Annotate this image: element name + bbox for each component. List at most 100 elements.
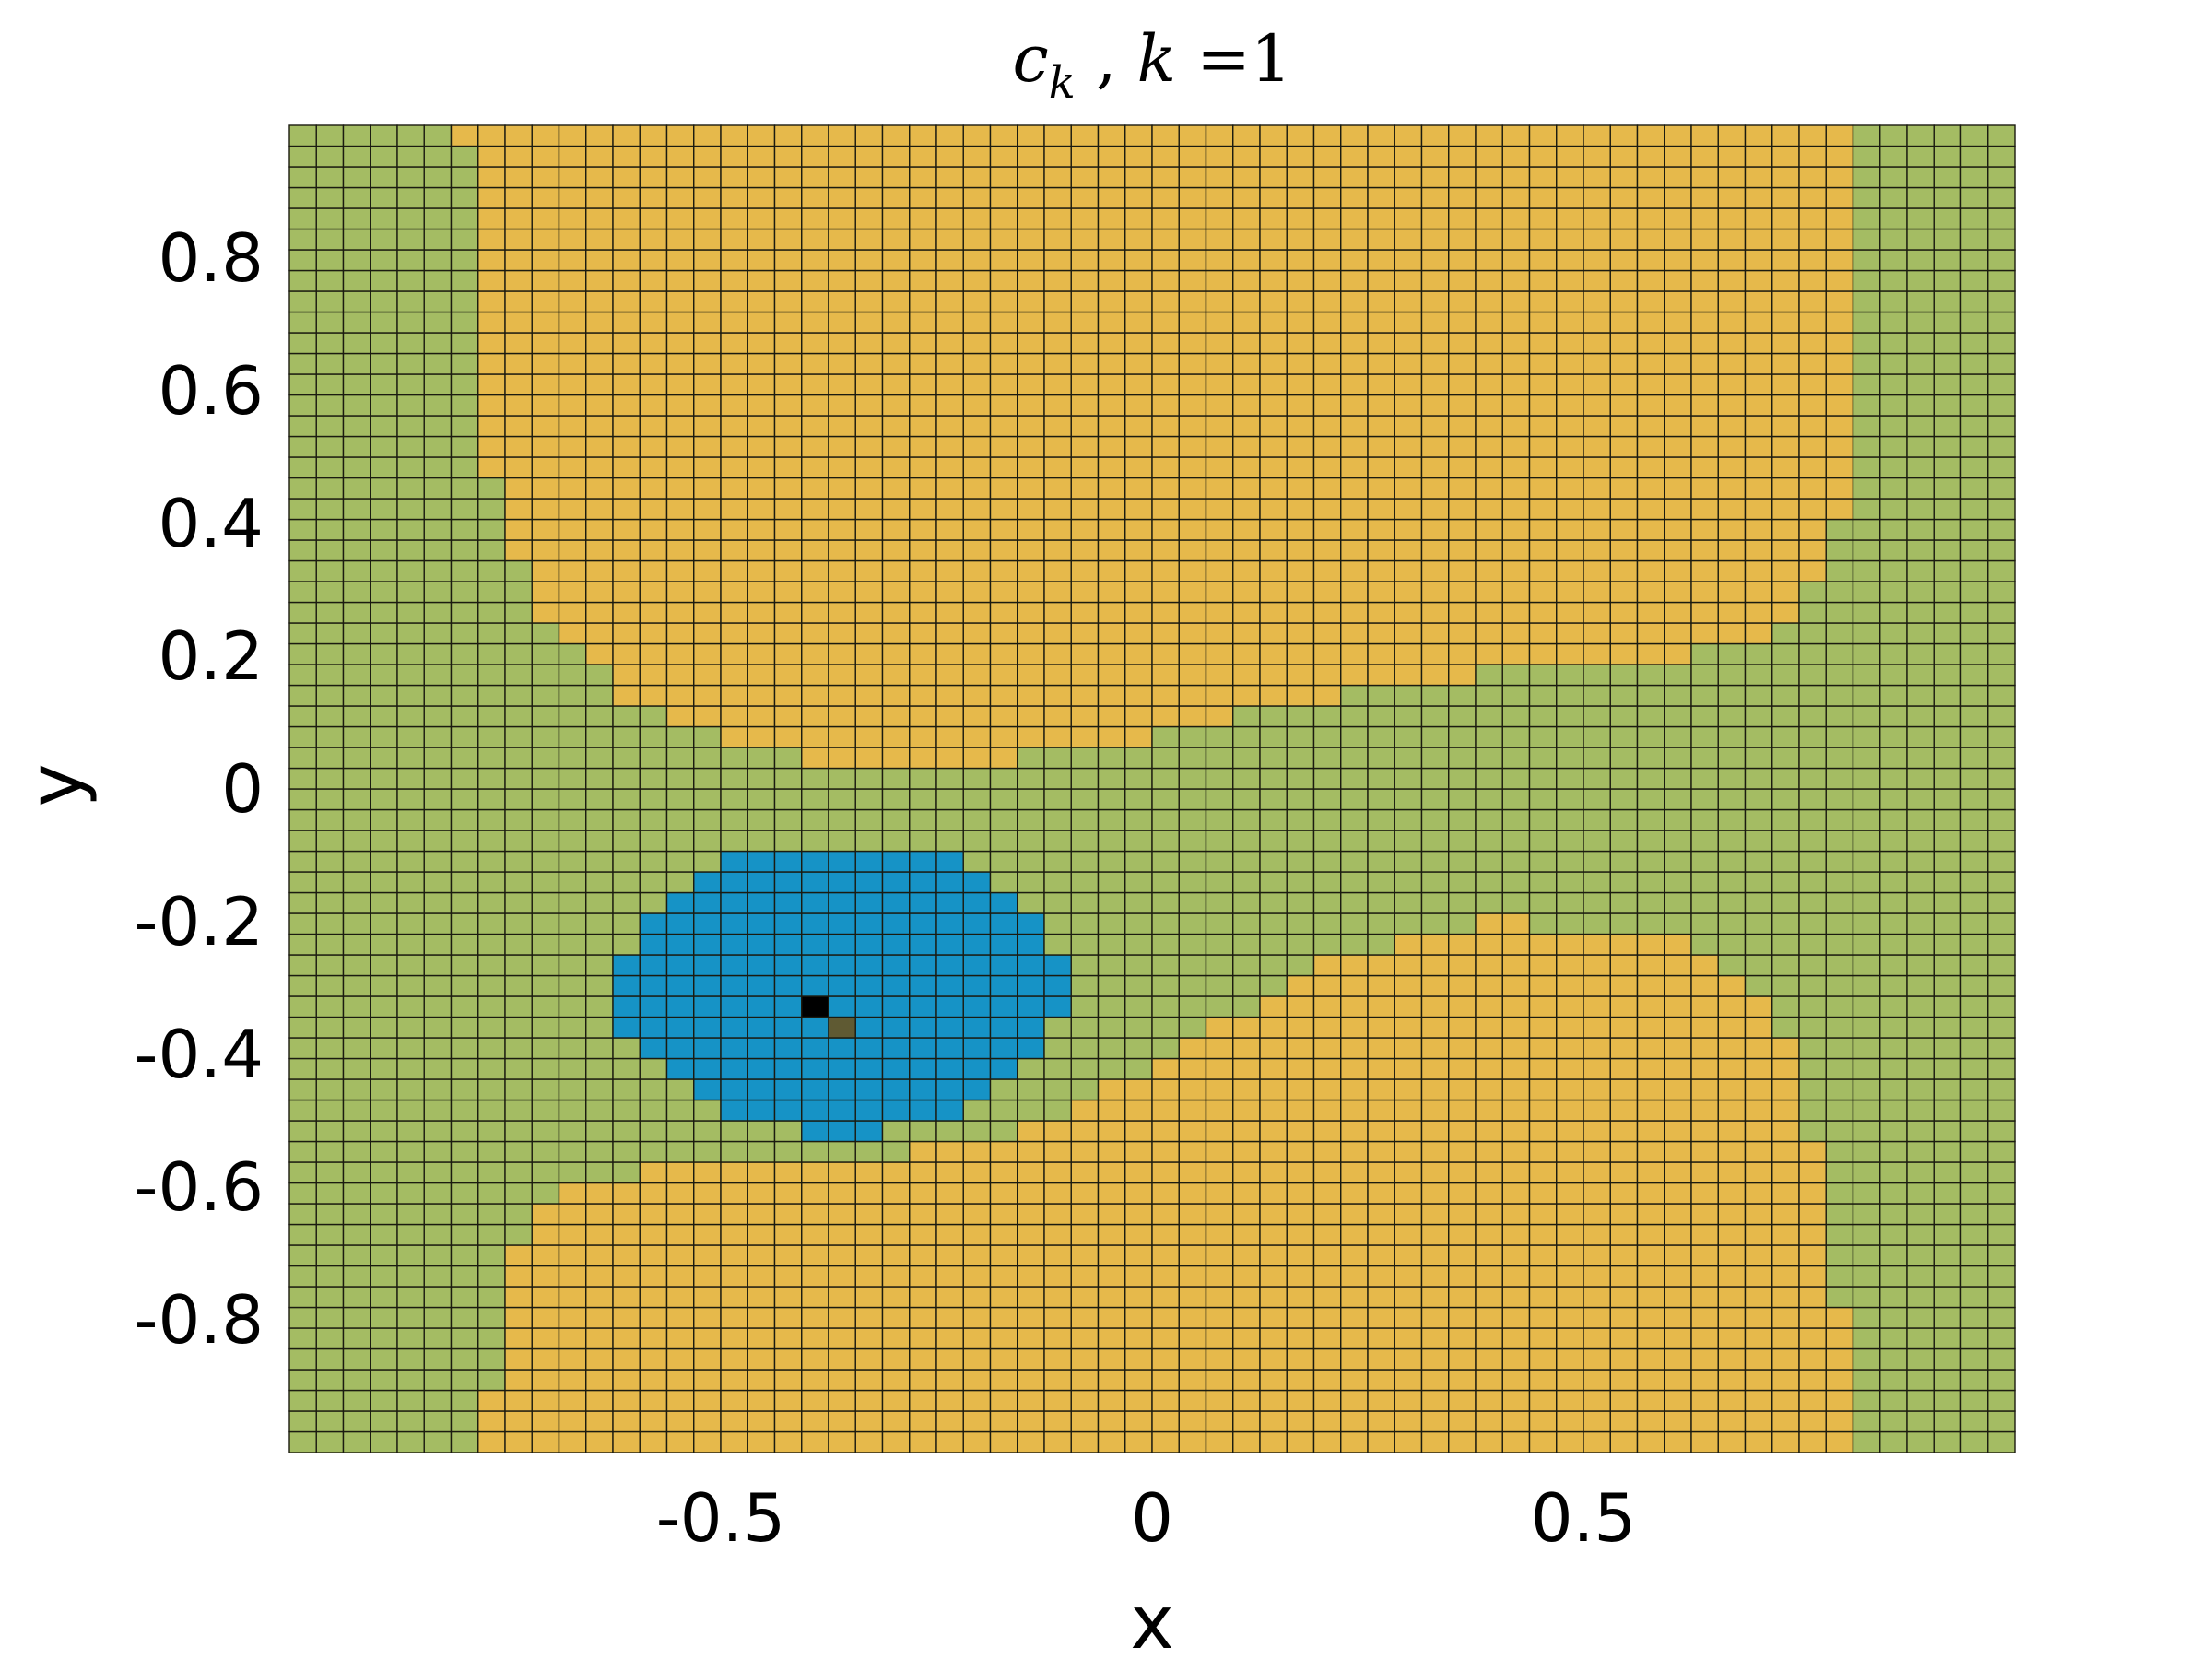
heatmap-cell [1286, 1223, 1315, 1246]
heatmap-cell [1609, 891, 1639, 914]
heatmap-cell [828, 1182, 856, 1205]
heatmap-cell [342, 124, 371, 147]
heatmap-cell [1501, 249, 1531, 272]
heatmap-cell [558, 1120, 587, 1143]
heatmap-cell [1043, 1037, 1072, 1060]
heatmap-cell [370, 1203, 398, 1226]
heatmap-cell [1583, 1140, 1611, 1163]
heatmap-cell [1852, 269, 1881, 292]
heatmap-cell [1312, 373, 1342, 396]
heatmap-cell [1232, 1016, 1261, 1039]
heatmap-cell [962, 622, 992, 645]
heatmap-cell [1556, 518, 1584, 541]
heatmap-cell [1933, 394, 1962, 417]
heatmap-cell [1852, 1182, 1881, 1205]
heatmap-cell [1097, 995, 1126, 1018]
heatmap-cell [1475, 477, 1503, 500]
heatmap-cell [504, 311, 533, 334]
heatmap-cell [1475, 166, 1503, 189]
heatmap-cell [1420, 435, 1450, 458]
heatmap-cell [773, 477, 803, 500]
heatmap-cell [747, 1140, 776, 1163]
heatmap-cell [1664, 995, 1692, 1018]
heatmap-cell [396, 124, 425, 147]
heatmap-cell [558, 788, 587, 811]
heatmap-cell [288, 1057, 317, 1080]
heatmap-cell [962, 995, 992, 1018]
heatmap-cell [1017, 664, 1045, 687]
heatmap-cell [1340, 1286, 1369, 1309]
heatmap-cell [1340, 581, 1369, 604]
heatmap-cell [1475, 581, 1503, 604]
heatmap-cell [1124, 124, 1153, 147]
heatmap-cell [1312, 1161, 1342, 1184]
heatmap-cell [828, 891, 856, 914]
heatmap-cell [639, 747, 668, 770]
heatmap-cell [1906, 1120, 1935, 1143]
heatmap-cell [1178, 912, 1207, 935]
heatmap-cell [1987, 228, 2016, 251]
heatmap-cell [665, 850, 695, 873]
heatmap-cell [1420, 1369, 1450, 1392]
heatmap-cell [558, 954, 587, 977]
heatmap-cell [1825, 1430, 1854, 1453]
heatmap-cell [881, 498, 911, 521]
heatmap-cell [585, 311, 614, 334]
heatmap-cell [1151, 974, 1180, 997]
heatmap-cell [989, 1182, 1018, 1205]
heatmap-cell [1259, 249, 1288, 272]
heatmap-cell [1394, 933, 1423, 956]
heatmap-cell [450, 725, 479, 748]
heatmap-cell [747, 477, 776, 500]
heatmap-cell [773, 1430, 803, 1453]
heatmap-cell [423, 767, 453, 790]
heatmap-cell [1852, 311, 1881, 334]
heatmap-cell [612, 311, 641, 334]
heatmap-cell [1420, 477, 1450, 500]
heatmap-cell [1825, 373, 1854, 396]
heatmap-cell [854, 373, 884, 396]
heatmap-cell [1717, 518, 1747, 541]
heatmap-cell [1259, 891, 1288, 914]
heatmap-cell [1259, 269, 1288, 292]
heatmap-cell [315, 332, 345, 355]
heatmap-cell [693, 1037, 722, 1060]
heatmap-cell [801, 747, 830, 770]
heatmap-cell [1017, 1078, 1045, 1101]
heatmap-cell [531, 1182, 560, 1205]
heatmap-cell [881, 1140, 911, 1163]
heatmap-cell [288, 1016, 317, 1039]
heatmap-cell [1717, 1286, 1747, 1309]
heatmap-cell [477, 933, 506, 956]
heatmap-cell [315, 1120, 345, 1143]
heatmap-cell [1933, 1078, 1962, 1101]
heatmap-cell [585, 642, 614, 665]
heatmap-cell [1151, 808, 1180, 831]
heatmap-cell [720, 601, 748, 624]
heatmap-cell [423, 1244, 453, 1267]
heatmap-cell [612, 1203, 641, 1226]
heatmap-cell [1286, 539, 1315, 562]
heatmap-cell [935, 373, 964, 396]
heatmap-cell [1286, 974, 1315, 997]
heatmap-cell [909, 394, 937, 417]
heatmap-cell [1232, 725, 1261, 748]
heatmap-cell [1987, 1306, 2016, 1329]
heatmap-cell [1959, 1057, 1989, 1080]
heatmap-cell [1798, 581, 1827, 604]
heatmap-cell [1475, 1306, 1503, 1329]
heatmap-cell [1070, 850, 1100, 873]
heatmap-cell [720, 642, 748, 665]
heatmap-cell [504, 373, 533, 396]
heatmap-cell [1906, 1430, 1935, 1453]
heatmap-cell [1798, 747, 1827, 770]
heatmap-cell [854, 601, 884, 624]
heatmap-cell [1448, 1327, 1477, 1350]
heatmap-cell [1475, 1347, 1503, 1371]
heatmap-cell [1420, 1223, 1450, 1246]
heatmap-cell [720, 1265, 748, 1288]
heatmap-cell [1852, 684, 1881, 707]
heatmap-cell [396, 1244, 425, 1267]
heatmap-cell [342, 705, 371, 728]
heatmap-cell [1690, 1037, 1719, 1060]
